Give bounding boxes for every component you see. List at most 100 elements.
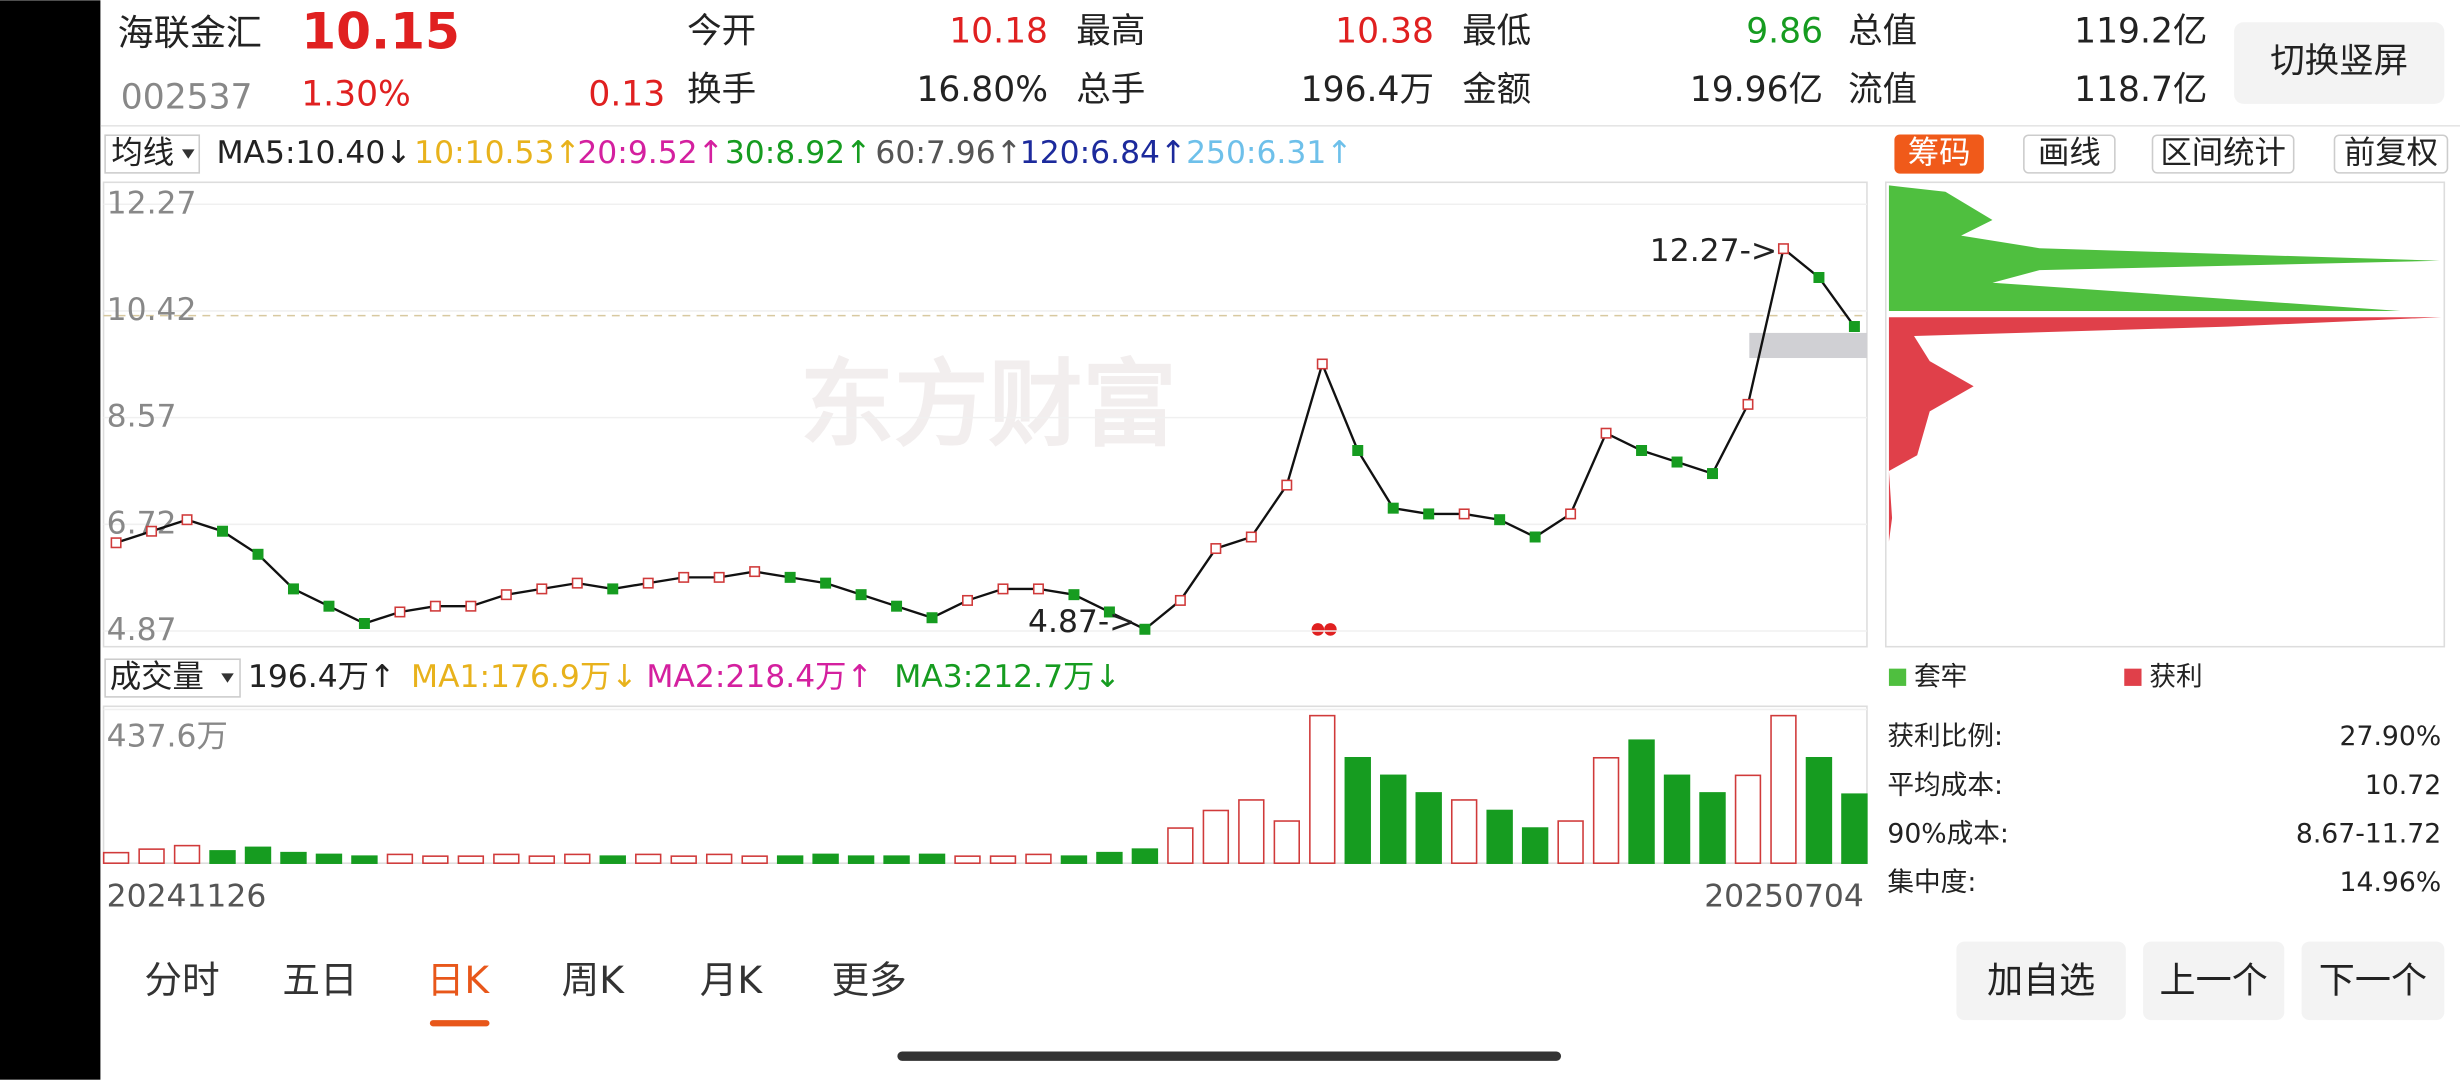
price-frame — [102, 181, 1868, 648]
volume-bar — [1699, 792, 1726, 864]
candle — [1281, 479, 1293, 491]
candle — [607, 583, 619, 595]
candle — [1813, 272, 1825, 283]
volume-bar — [422, 855, 449, 864]
rotate-button-label[interactable]: 切换竖屏 — [2270, 42, 2408, 82]
volume-bar — [705, 853, 733, 864]
period-tab[interactable]: 月K — [700, 958, 764, 1002]
action-button-label[interactable]: 下一个 — [2319, 959, 2427, 1001]
action-button-label[interactable]: 加自选 — [1987, 959, 2095, 1001]
action-button[interactable] — [2143, 941, 2285, 1021]
chip-trapped — [1888, 185, 2440, 311]
field-label: 最高 — [1076, 12, 1145, 52]
ma-label: 60:7.96↑ — [875, 135, 1022, 171]
side-tab-label[interactable]: 筹码 — [1908, 135, 1971, 171]
ma-selector-label[interactable]: 均线 — [111, 135, 174, 171]
stat-label: 平均成本: — [1887, 770, 2003, 801]
candle — [358, 618, 370, 629]
action-button[interactable] — [1956, 941, 2126, 1021]
side-tab[interactable] — [2333, 134, 2449, 174]
candle — [1032, 583, 1044, 595]
candle — [1600, 427, 1612, 439]
volume-bar — [564, 853, 591, 864]
stat-label: 集中度: — [1887, 867, 1976, 898]
candle — [926, 612, 938, 624]
volume-bar — [1167, 827, 1194, 864]
candle — [323, 600, 335, 612]
period-tab[interactable]: 周K — [562, 958, 626, 1002]
candle — [1245, 531, 1257, 543]
candle — [749, 566, 761, 578]
candle — [962, 594, 974, 606]
candle — [394, 606, 406, 618]
change: 0.13 — [588, 75, 665, 115]
volume-bar — [1238, 799, 1265, 864]
volume-bar — [1025, 853, 1052, 864]
ma-label: 30:8.92↑ — [725, 135, 872, 171]
candle — [181, 514, 193, 526]
candle — [1387, 502, 1399, 514]
ma-label: 250:6.31↑ — [1186, 135, 1353, 171]
candle — [110, 537, 122, 549]
range-marker — [1749, 332, 1867, 359]
chip-frame — [1885, 181, 2446, 648]
side-tab[interactable] — [2023, 134, 2116, 174]
candle — [1210, 543, 1222, 555]
rotate-button[interactable] — [2234, 22, 2445, 104]
stat-label: 获利比例: — [1887, 721, 2003, 752]
legend-swatch — [2124, 668, 2142, 686]
volume-bar — [1450, 799, 1478, 864]
volume-selector[interactable] — [104, 658, 241, 698]
field-label: 最低 — [1462, 12, 1531, 52]
side-tab-label[interactable]: 前复权 — [2344, 135, 2438, 171]
volume-bar — [1770, 714, 1797, 864]
volume-bar — [457, 855, 485, 864]
period-tab[interactable]: 分时 — [144, 958, 219, 1002]
side-tab[interactable] — [1894, 134, 1984, 174]
y-tick-label: 6.72 — [107, 505, 177, 541]
volume-bar — [883, 855, 910, 864]
field-value: 196.4万 — [1301, 70, 1434, 110]
stat-label: 90%成本: — [1887, 818, 2009, 849]
candle — [1742, 398, 1754, 410]
volume-selector-label[interactable]: 成交量 — [110, 659, 204, 695]
period-tab[interactable]: 更多 — [832, 958, 907, 1002]
stat-value: 27.90% — [2340, 721, 2442, 752]
volume-bar — [1202, 809, 1230, 864]
candle — [429, 600, 441, 612]
volume-ma-label: MA1:176.9万↓ — [411, 659, 637, 695]
side-tab[interactable] — [2151, 134, 2295, 174]
stat-value: 14.96% — [2340, 867, 2442, 898]
volume-bar — [1096, 851, 1123, 864]
candle — [536, 583, 548, 595]
candle — [855, 589, 867, 601]
side-tab-label[interactable]: 画线 — [2038, 135, 2101, 171]
action-button[interactable] — [2301, 941, 2445, 1021]
action-button-label[interactable]: 上一个 — [2160, 959, 2268, 1001]
candle — [1458, 508, 1470, 520]
volume-bar — [670, 855, 697, 864]
side-tab-label[interactable]: 区间统计 — [2160, 135, 2285, 171]
field-value: 119.2亿 — [2074, 12, 2207, 52]
volume-bar — [1344, 756, 1371, 864]
field-value: 10.38 — [1335, 12, 1434, 52]
candle — [678, 571, 690, 583]
volume-bar — [1592, 756, 1620, 864]
field-value: 118.7亿 — [2074, 70, 2207, 110]
field-label: 总值 — [1848, 12, 1917, 52]
watermark: 东方财富 — [800, 351, 1177, 460]
volume-bar — [1273, 820, 1301, 864]
volume-bar — [528, 855, 556, 864]
volume-bar — [138, 848, 165, 864]
field-value: 9.86 — [1746, 12, 1823, 52]
period-tab[interactable]: 五日 — [282, 958, 357, 1002]
ma-label: 120:6.84↑ — [1020, 135, 1187, 171]
legend-swatch — [1888, 668, 1907, 686]
volume-bar — [1309, 714, 1336, 864]
candle — [1139, 623, 1151, 635]
period-tab[interactable]: 日K — [427, 958, 491, 1002]
volume-bar — [1131, 848, 1159, 864]
candle — [1103, 606, 1115, 618]
ma-selector[interactable] — [104, 134, 201, 174]
